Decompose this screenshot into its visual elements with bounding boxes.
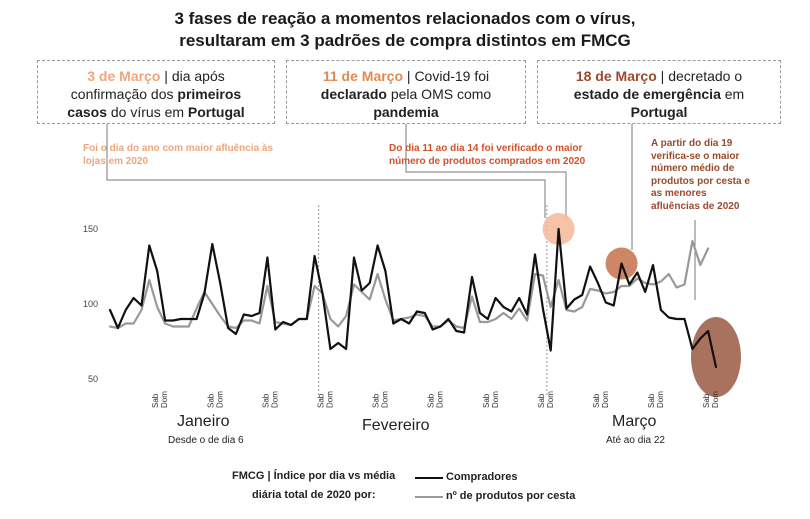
note-3-line-2: verifica-se o maior (651, 150, 740, 162)
weekend-tick-sab-3: Sab (316, 393, 325, 408)
phase-3-bold2: Portugal (630, 104, 688, 120)
series-lines (108, 227, 718, 369)
phase-3-sep: | (656, 68, 669, 84)
weekend-tick-dom-0: Dom (160, 391, 169, 408)
weekend-tick-sab-8: Sab (592, 393, 601, 408)
grid-lines (318, 205, 548, 395)
month-label-jan: Janeiro (177, 413, 230, 430)
weekend-tick-sab-2: Sab (261, 393, 270, 408)
legend-label-compradores: Compradores (446, 471, 518, 483)
phase-box-3: 18 de Março | decretado o estado de emer… (537, 60, 781, 124)
weekend-tick-10: Sab Dom (702, 391, 720, 408)
note-3-line-3: número médio de (651, 163, 735, 174)
weekend-tick-0: Sab Dom (151, 391, 169, 408)
chart-title: 3 fases de reação a momentos relacionado… (0, 8, 810, 52)
weekend-tick-dom-5: Dom (436, 391, 445, 408)
connector-lines (106, 124, 696, 300)
connector-1 (106, 124, 546, 218)
x-tick-labels: Sab Dom Sab Dom Sab Dom Sab Dom Sab Dom Sab Dom Sab D… (151, 391, 720, 408)
phase-2-sep: | (403, 68, 415, 84)
month-label-feb: Fevereiro (362, 417, 430, 434)
note-1-line-1: Foi o dia do ano com maior afluência às (83, 143, 274, 154)
weekend-tick-sab-10: Sab (702, 393, 711, 408)
note-1: Foi o dia do ano com maior afluência às … (83, 143, 273, 168)
weekend-tick-dom-1: Dom (215, 391, 224, 408)
note-2-line-1: Do dia 11 ao dia 14 foi verificado o mai… (389, 143, 583, 154)
phase-3-bold1: estado de emergência (573, 86, 721, 102)
y-tick-150: 150 (83, 224, 98, 234)
weekend-tick-7: Sab Dom (537, 391, 555, 408)
month-label-mar: Março (612, 413, 657, 430)
phase-1-date: 3 de Março (87, 68, 161, 84)
weekend-tick-sab-0: Sab (151, 393, 160, 408)
highlight-circle-3 (690, 317, 741, 397)
y-tick-labels: 50 100 150 (83, 224, 98, 384)
phase-1-text3: do vírus em (107, 104, 188, 120)
phase-2-bold2: pandemia (373, 104, 439, 120)
highlight-circles (542, 213, 741, 397)
weekend-tick-6: Sab Dom (482, 391, 500, 408)
phase-3-text: decretado o (668, 68, 743, 84)
legend-title-line-1: FMCG | Índice por dia vs média (232, 470, 396, 482)
weekend-tick-dom-7: Dom (546, 391, 555, 408)
phase-1-bold1: primeiros (177, 86, 242, 102)
weekend-tick-dom-8: Dom (601, 391, 610, 408)
phase-3-text2: em (720, 86, 745, 102)
phase-1-bold3: Portugal (187, 104, 245, 120)
weekend-tick-sab-6: Sab (482, 393, 491, 408)
note-3: A partir do dia 19 verifica-se o maior n… (651, 138, 750, 213)
y-tick-100: 100 (83, 299, 98, 309)
note-2: Do dia 11 ao dia 14 foi verificado o mai… (389, 143, 585, 168)
weekend-tick-sab-1: Sab (206, 393, 215, 408)
phase-2-date: 11 de Março (322, 68, 404, 84)
phase-box-1: 3 de Março | dia após confirmação dos pr… (37, 60, 275, 124)
month-sub-mar: Até ao dia 22 (606, 435, 665, 446)
note-2-line-2: número de produtos comprados em 2020 (389, 155, 586, 167)
weekend-tick-sab-5: Sab (427, 393, 436, 408)
weekend-tick-dom-4: Dom (381, 391, 390, 408)
phase-1-text: dia após (171, 68, 225, 84)
weekend-tick-dom-10: Dom (711, 391, 720, 408)
phase-1-text2: confirmação dos (70, 86, 178, 102)
title-line-2: resultaram em 3 padrões de compra distin… (179, 31, 631, 50)
weekend-tick-dom-9: Dom (656, 391, 665, 408)
note-3-line-4: produtos por cesta e (651, 175, 750, 187)
legend-swatch-compradores (415, 477, 443, 479)
weekend-tick-8: Sab Dom (592, 391, 610, 408)
weekend-tick-9: Sab Dom (647, 391, 665, 408)
weekend-tick-5: Sab Dom (427, 391, 445, 408)
connector-2 (405, 124, 567, 218)
note-3-line-1: A partir do dia 19 (651, 138, 733, 149)
note-1-line-2: lojas em 2020 (83, 155, 149, 167)
y-tick-50: 50 (88, 374, 98, 384)
weekend-tick-1: Sab Dom (206, 391, 224, 408)
phase-box-2: 11 de Março | Covid-19 foi declarado pel… (286, 60, 526, 124)
weekend-tick-dom-2: Dom (270, 391, 279, 408)
weekend-tick-sab-7: Sab (537, 393, 546, 408)
title-line-1: 3 fases de reação a momentos relacionado… (174, 9, 636, 28)
weekend-tick-dom-6: Dom (491, 391, 500, 408)
phase-2-bold1: declarado (320, 86, 387, 102)
legend-title-line-2: diária total de 2020 por: (252, 489, 376, 501)
legend-label-produtos: nº de produtos por cesta (446, 490, 576, 502)
phase-1-sep: | (160, 68, 172, 84)
weekend-tick-2: Sab Dom (261, 391, 279, 408)
legend-swatch-produtos (415, 496, 443, 498)
series-line-compradores (108, 227, 718, 369)
series-line-produtos (108, 239, 710, 330)
phase-2-text: Covid-19 foi (414, 68, 490, 84)
weekend-tick-sab-9: Sab (647, 393, 656, 408)
month-sub-jan: Desde o de dia 6 (168, 435, 244, 446)
note-3-line-5: as menores (651, 188, 707, 199)
note-3-line-6: afluências de 2020 (651, 200, 740, 212)
weekend-tick-sab-4: Sab (372, 393, 381, 408)
phase-2-text2: pela OMS como (386, 86, 492, 102)
phase-1-bold2: casos (67, 104, 107, 120)
weekend-tick-dom-3: Dom (325, 391, 334, 408)
weekend-tick-3: Sab Dom (316, 391, 334, 408)
phase-3-date: 18 de Março (575, 68, 657, 84)
weekend-tick-4: Sab Dom (372, 391, 390, 408)
